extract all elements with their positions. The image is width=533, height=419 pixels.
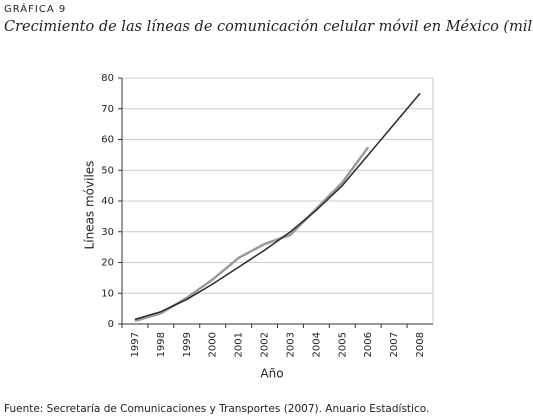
- y-tick-label: 30: [101, 227, 114, 238]
- x-tick-label: 2004: [311, 332, 322, 357]
- chart-label: GRÁFICA 9: [4, 2, 66, 15]
- x-tick-label: 2007: [389, 332, 400, 357]
- x-tick-label: 2003: [285, 332, 296, 357]
- y-tick-label: 20: [101, 258, 114, 269]
- line-series: [134, 92, 421, 321]
- x-tick-label: 1999: [182, 332, 193, 357]
- x-tick-label: 2005: [337, 332, 348, 357]
- y-tick-label: 0: [108, 319, 114, 330]
- x-tick-label: 2000: [208, 332, 219, 357]
- y-tick-label: 70: [101, 104, 114, 115]
- x-tick-label: 1998: [156, 332, 167, 357]
- chart-title: Crecimiento de las líneas de comunicació…: [4, 19, 533, 35]
- y-tick-label: 60: [101, 135, 114, 146]
- y-tick-label: 10: [101, 288, 114, 299]
- x-tick-label: 2002: [260, 332, 271, 357]
- y-tick-label: 50: [101, 165, 114, 176]
- source: Fuente: Secretaría de Comunicaciones y T…: [4, 403, 429, 415]
- x-tick-label: 2008: [415, 332, 426, 357]
- x-axis-label: Año: [260, 367, 283, 381]
- y-axis-label: Líneas móviles: [83, 161, 97, 250]
- x-tick-label: 1997: [130, 332, 141, 357]
- y-tick-label: 40: [101, 196, 114, 207]
- line-series: [134, 146, 370, 323]
- x-tick-label: 2001: [234, 332, 245, 357]
- y-tick-label: 80: [101, 73, 114, 84]
- x-tick-label: 2006: [363, 332, 374, 357]
